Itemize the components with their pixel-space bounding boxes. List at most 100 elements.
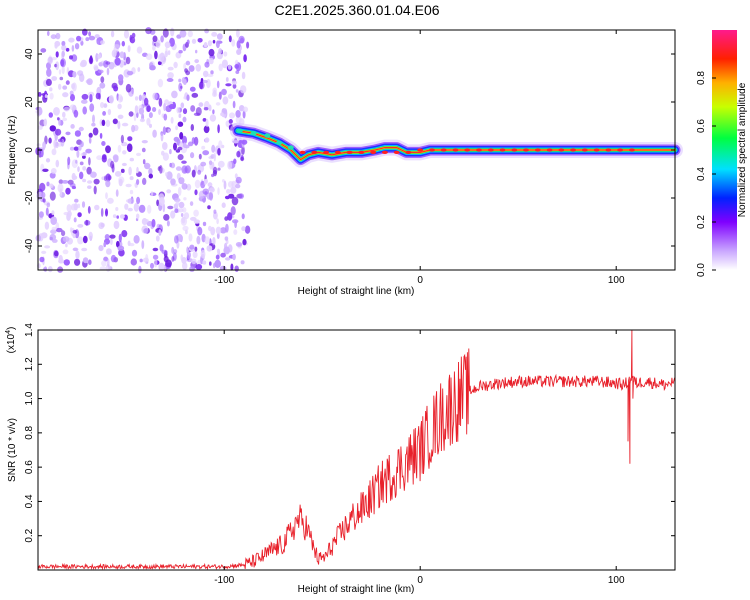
- noise-blob: [241, 226, 246, 232]
- noise-blob: [112, 214, 117, 219]
- noise-blob: [200, 161, 207, 167]
- noise-blob: [227, 244, 233, 253]
- noise-blob: [240, 85, 247, 94]
- noise-blob: [85, 219, 89, 226]
- noise-blob: [233, 229, 238, 235]
- noise-blob: [209, 114, 217, 122]
- noise-blob: [158, 97, 163, 107]
- noise-blob: [113, 220, 120, 230]
- noise-blob: [134, 105, 139, 114]
- noise-blob: [153, 258, 158, 268]
- noise-blob: [61, 50, 65, 58]
- noise-blob: [191, 137, 196, 144]
- spectrogram-y-tick-label: 0: [24, 147, 35, 153]
- ridge-bead: [464, 148, 471, 152]
- noise-blob: [236, 49, 242, 55]
- noise-blob: [126, 70, 134, 76]
- noise-blob: [58, 69, 62, 75]
- noise-blob: [58, 179, 64, 184]
- noise-blob: [178, 50, 183, 54]
- noise-blob: [223, 51, 228, 57]
- noise-blob: [197, 226, 203, 236]
- noise-blob: [55, 128, 62, 136]
- snr-x-label: Height of straight line (km): [298, 584, 415, 595]
- noise-blob: [61, 65, 65, 75]
- noise-blob: [75, 250, 80, 260]
- noise-blob: [216, 218, 219, 225]
- noise-blob: [61, 180, 69, 184]
- ridge-bead: [523, 148, 529, 152]
- noise-blob: [42, 168, 49, 172]
- noise-blob: [81, 93, 89, 100]
- noise-blob: [158, 197, 165, 206]
- noise-blob: [107, 175, 112, 181]
- ridge-bead: [311, 150, 318, 154]
- noise-blob: [158, 262, 165, 272]
- noise-blob: [47, 266, 53, 273]
- noise-blob: [129, 176, 134, 181]
- ridge-bead: [593, 148, 600, 152]
- noise-blob: [120, 168, 125, 173]
- noise-blob: [82, 106, 87, 115]
- noise-blob: [148, 173, 153, 179]
- noise-blob: [71, 54, 78, 62]
- noise-blob: [96, 40, 100, 45]
- noise-blob: [66, 204, 72, 213]
- noise-blob: [107, 108, 112, 116]
- noise-blob: [196, 235, 201, 245]
- noise-blob: [213, 152, 216, 162]
- noise-blob: [98, 62, 103, 67]
- noise-blob: [60, 58, 66, 68]
- noise-blob: [41, 191, 46, 199]
- noise-blob: [234, 265, 239, 272]
- snr-series-line: [37, 329, 676, 571]
- noise-blob: [202, 150, 210, 156]
- ridge-bead: [417, 148, 424, 152]
- ridge-bead: [323, 150, 330, 154]
- noise-blob: [88, 231, 93, 241]
- ridge-blob: [276, 140, 283, 145]
- noise-blob: [117, 114, 124, 120]
- noise-blob: [191, 258, 197, 265]
- noise-blob: [202, 260, 207, 265]
- noise-blob: [174, 235, 179, 244]
- noise-blob: [152, 107, 157, 112]
- noise-blob: [99, 132, 103, 139]
- noise-blob: [62, 92, 69, 98]
- noise-blob: [229, 112, 235, 119]
- noise-blob: [105, 208, 108, 217]
- noise-blob: [88, 31, 91, 37]
- noise-blob: [231, 196, 239, 206]
- noise-blob: [150, 262, 154, 269]
- noise-blob: [159, 244, 164, 252]
- noise-blob: [45, 207, 49, 216]
- ridge-bead: [405, 150, 412, 154]
- noise-blob: [37, 125, 43, 130]
- noise-blob: [227, 212, 233, 221]
- noise-blob: [118, 233, 122, 243]
- spectrogram-x-tick-label: 0: [417, 275, 423, 286]
- noise-blob: [221, 59, 228, 69]
- noise-blob: [163, 214, 170, 221]
- noise-blob: [59, 76, 64, 81]
- noise-blob: [190, 105, 196, 112]
- noise-blob: [63, 259, 70, 266]
- noise-blob: [214, 259, 221, 268]
- noise-blob: [143, 228, 149, 234]
- snr-y-tick-label: 0.2: [24, 528, 35, 542]
- noise-blob: [228, 119, 233, 124]
- noise-blob: [210, 226, 216, 236]
- noise-blob: [213, 209, 217, 214]
- noise-blob: [85, 148, 92, 154]
- noise-blob: [141, 240, 145, 250]
- noise-blob: [61, 40, 66, 47]
- noise-blob: [118, 176, 125, 184]
- noise-blob: [144, 162, 151, 170]
- noise-blob: [211, 173, 215, 178]
- noise-blob: [240, 260, 245, 265]
- noise-blob: [138, 107, 145, 115]
- noise-blob: [170, 162, 176, 169]
- noise-blob: [197, 169, 202, 175]
- noise-blob: [217, 160, 225, 168]
